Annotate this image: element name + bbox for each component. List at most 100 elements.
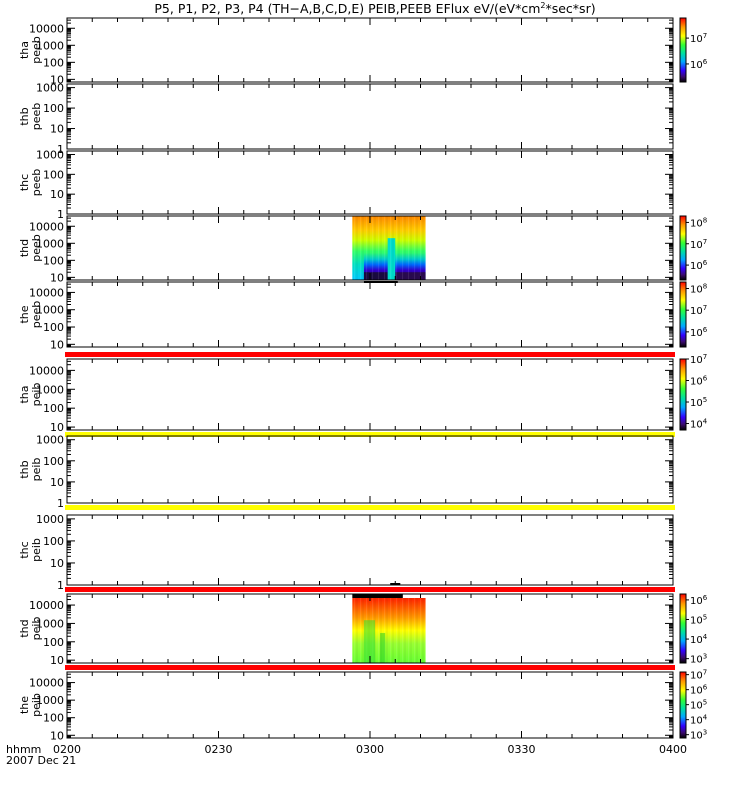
colorbar-tick-exponent: 4 xyxy=(703,714,708,722)
y-tick-label: 1 xyxy=(57,143,64,156)
spectrogram-top-edge xyxy=(352,594,403,598)
time-tick-label: 0300 xyxy=(356,743,384,756)
panel-probe-label: thd xyxy=(18,239,31,257)
colorbar-tick-base: 10 xyxy=(690,671,703,682)
y-tick-label: 1 xyxy=(57,208,64,221)
y-tick-label: 100 xyxy=(43,455,64,468)
spectrogram-streak xyxy=(380,633,386,663)
panel-probe-label: tha xyxy=(18,41,31,59)
colorbar-tick-base: 10 xyxy=(690,261,703,272)
colorbar-tick-label: 104 xyxy=(690,418,708,431)
panel-product-label: peeb xyxy=(30,103,43,131)
time-tick-label: 0230 xyxy=(205,743,233,756)
colorbar-tick-exponent: 6 xyxy=(703,326,708,334)
panel-probe-label: thb xyxy=(18,460,31,478)
colorbar-tick-base: 10 xyxy=(690,701,703,712)
colorbar-tick-label: 103 xyxy=(690,653,707,666)
colorbar-tick-exponent: 4 xyxy=(703,418,708,426)
y-tick-label: 100 xyxy=(43,712,64,725)
panel-frame xyxy=(66,17,674,83)
panel-probe-label: thd xyxy=(18,619,31,637)
colorbar-tick-exponent: 3 xyxy=(703,653,707,661)
colorbar-tick-exponent: 6 xyxy=(703,684,708,692)
colorbar-tick-exponent: 6 xyxy=(703,259,708,267)
colorbar-tick-exponent: 6 xyxy=(703,594,708,602)
y-axis: 10 100 1000 10000 xyxy=(29,358,673,434)
colorbar-tick-label: 106 xyxy=(690,326,708,339)
colorbar-tick-base: 10 xyxy=(690,355,703,366)
y-tick-label: 1000 xyxy=(36,237,64,250)
colorbar-tick-label: 108 xyxy=(690,216,707,229)
y-tick-label: 1000 xyxy=(36,304,64,317)
y-tick-label: 100 xyxy=(43,102,64,115)
time-axis-label: hhmm xyxy=(6,743,41,756)
colorbar-tick-label: 106 xyxy=(690,684,708,697)
colorbar-tick-exponent: 8 xyxy=(703,216,707,224)
spectrogram-block xyxy=(352,594,426,663)
y-tick-label: 10000 xyxy=(29,22,64,35)
colorbar-scale xyxy=(679,215,687,281)
y-axis: 1 10 100 1000 xyxy=(36,513,673,592)
y-tick-label: 1000 xyxy=(36,82,64,95)
y-tick-label: 1000 xyxy=(36,148,64,161)
panel-probe-label: thc xyxy=(18,174,31,191)
y-tick-label: 10 xyxy=(50,557,64,570)
colorbar-tick-label: 105 xyxy=(690,396,707,409)
panel-probe-label: the xyxy=(18,305,31,323)
y-tick-label: 1000 xyxy=(36,434,64,447)
colorbar-tick-base: 10 xyxy=(690,716,703,727)
colorbar-tick-base: 10 xyxy=(690,596,703,607)
y-tick-label: 10 xyxy=(50,654,64,667)
y-tick-label: 1 xyxy=(57,579,64,592)
panel-frame xyxy=(66,671,674,739)
colorbar-tick-exponent: 5 xyxy=(703,613,707,621)
y-tick-label: 10000 xyxy=(29,220,64,233)
colorbar-tick-label: 107 xyxy=(690,32,707,45)
colorbar-tick-exponent: 6 xyxy=(703,58,708,66)
colorbar-scale xyxy=(679,17,687,83)
colorbar-tick-label: 107 xyxy=(690,238,707,251)
colorbar-tick-exponent: 8 xyxy=(703,283,707,291)
y-tick-label: 100 xyxy=(43,402,64,415)
plot-title-text: P5, P1, P2, P3, P4 (TH−A,B,C,D,E) PEIB,P… xyxy=(154,1,540,16)
panel-product-label: peib xyxy=(30,458,43,482)
y-tick-label: 1000 xyxy=(36,694,64,707)
colorbar-tick-exponent: 7 xyxy=(703,32,707,40)
colorbar-tick-base: 10 xyxy=(690,285,703,296)
panel-probe-label: thb xyxy=(18,107,31,125)
colorbar-tick-base: 10 xyxy=(690,60,703,71)
panel-product-label: peeb xyxy=(30,234,43,262)
colorbar-tick-base: 10 xyxy=(690,306,703,317)
panel-thb-peib: 1 10 100 1000 thb peib xyxy=(18,434,675,510)
y-axis: 1 10 100 1000 xyxy=(36,82,673,156)
panel-product-label: peeb xyxy=(30,169,43,197)
colorbar-tick-exponent: 3 xyxy=(703,729,707,737)
y-tick-label: 10 xyxy=(50,123,64,136)
colorbar-tick-label: 104 xyxy=(690,633,708,646)
y-tick-label: 100 xyxy=(43,636,64,649)
colorbar-tick-label: 108 xyxy=(690,283,707,296)
panel-product-label: peib xyxy=(30,538,43,562)
colorbar-tick-base: 10 xyxy=(690,240,703,251)
y-tick-label: 100 xyxy=(43,56,64,69)
colorbar-scale xyxy=(679,281,687,348)
colorbar-tick-exponent: 5 xyxy=(703,699,707,707)
colorbar-tick-base: 10 xyxy=(690,731,703,742)
y-tick-label: 10000 xyxy=(29,677,64,690)
y-axis: 10 100 1000 10000 xyxy=(29,281,673,351)
plot-title: P5, P1, P2, P3, P4 (TH−A,B,C,D,E) PEIB,P… xyxy=(154,1,595,16)
panel-frame xyxy=(66,150,674,215)
panel-frame xyxy=(66,514,674,586)
colorbar-tick-label: 104 xyxy=(690,714,708,727)
panel-frame xyxy=(66,435,674,504)
colorbar-tick-base: 10 xyxy=(690,328,703,339)
y-tick-label: 10 xyxy=(50,421,64,434)
y-axis: 10 100 1000 10000 xyxy=(29,17,673,86)
